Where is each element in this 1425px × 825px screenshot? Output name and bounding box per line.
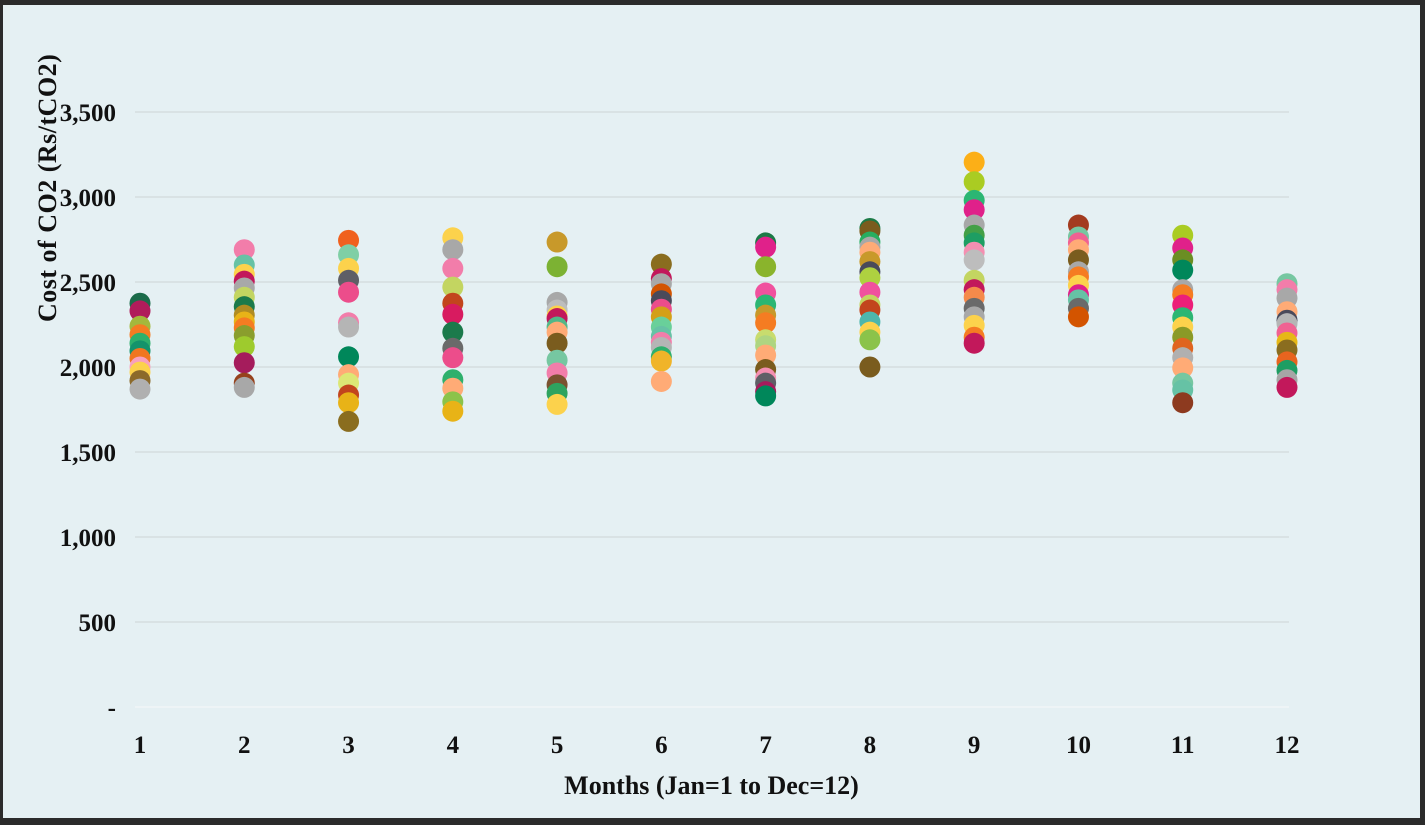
y-tick-label: 3,500: [60, 100, 116, 127]
data-point: [859, 329, 881, 351]
data-point: [650, 370, 672, 392]
data-point: [1172, 357, 1194, 379]
chart-frame: 3,500 3,000 2,500 2,000 1,500 1,000 500-1 2 3 4 5 6…: [3, 5, 1420, 818]
data-point: [338, 229, 360, 251]
data-point: [755, 385, 777, 407]
data-point: [338, 346, 360, 368]
x-tick-label: 7: [759, 732, 772, 759]
data-point: [755, 236, 777, 258]
data-point: [442, 347, 464, 369]
x-tick-label: 10: [1066, 732, 1091, 759]
data-point: [546, 231, 568, 253]
data-point: [650, 253, 672, 275]
x-tick-label: 2: [238, 732, 251, 759]
data-point: [1067, 306, 1089, 328]
data-point: [442, 257, 464, 279]
x-tick-label: 8: [864, 732, 877, 759]
x-tick-label: 11: [1171, 732, 1195, 759]
data-point: [546, 393, 568, 415]
data-point: [546, 332, 568, 354]
data-point: [338, 281, 360, 303]
data-point: [338, 410, 360, 432]
y-tick-label: -: [108, 695, 116, 722]
data-point: [233, 336, 255, 358]
y-tick-label: 2,000: [60, 355, 116, 382]
data-point: [233, 352, 255, 374]
y-tick-label: 1,000: [60, 525, 116, 552]
data-point: [442, 303, 464, 325]
data-point: [859, 267, 881, 289]
data-point: [755, 312, 777, 334]
data-point: [442, 276, 464, 298]
data-point: [233, 376, 255, 398]
data-point: [963, 151, 985, 173]
data-point: [755, 344, 777, 366]
data-point: [963, 199, 985, 221]
data-point: [442, 400, 464, 422]
x-axis-title: Months (Jan=1 to Dec=12): [564, 771, 859, 800]
data-point: [963, 332, 985, 354]
data-point: [338, 392, 360, 414]
x-tick-label: 3: [342, 732, 355, 759]
data-point: [442, 239, 464, 261]
x-tick-label: 6: [655, 732, 668, 759]
data-point: [963, 249, 985, 271]
data-point: [1172, 392, 1194, 414]
data-point: [442, 321, 464, 343]
data-point: [338, 316, 360, 338]
data-point: [129, 378, 151, 400]
x-tick-label: 12: [1275, 732, 1300, 759]
data-point: [233, 239, 255, 261]
data-point: [650, 350, 672, 372]
y-tick-label: 2,500: [60, 270, 116, 297]
data-point: [129, 300, 151, 322]
y-tick-label: 3,000: [60, 185, 116, 212]
y-tick-label: 500: [79, 610, 117, 637]
data-point: [963, 171, 985, 193]
y-axis-title: Cost of CO2 (Rs/tCO2): [33, 53, 62, 322]
x-tick-label: 1: [134, 732, 147, 759]
data-point: [1276, 376, 1298, 398]
data-point: [859, 356, 881, 378]
x-tick-label: 5: [551, 732, 564, 759]
data-point: [1172, 259, 1194, 281]
data-point: [755, 256, 777, 278]
data-point: [546, 256, 568, 278]
x-tick-label: 9: [968, 732, 981, 759]
x-tick-label: 4: [447, 732, 460, 759]
y-tick-label: 1,500: [60, 440, 116, 467]
